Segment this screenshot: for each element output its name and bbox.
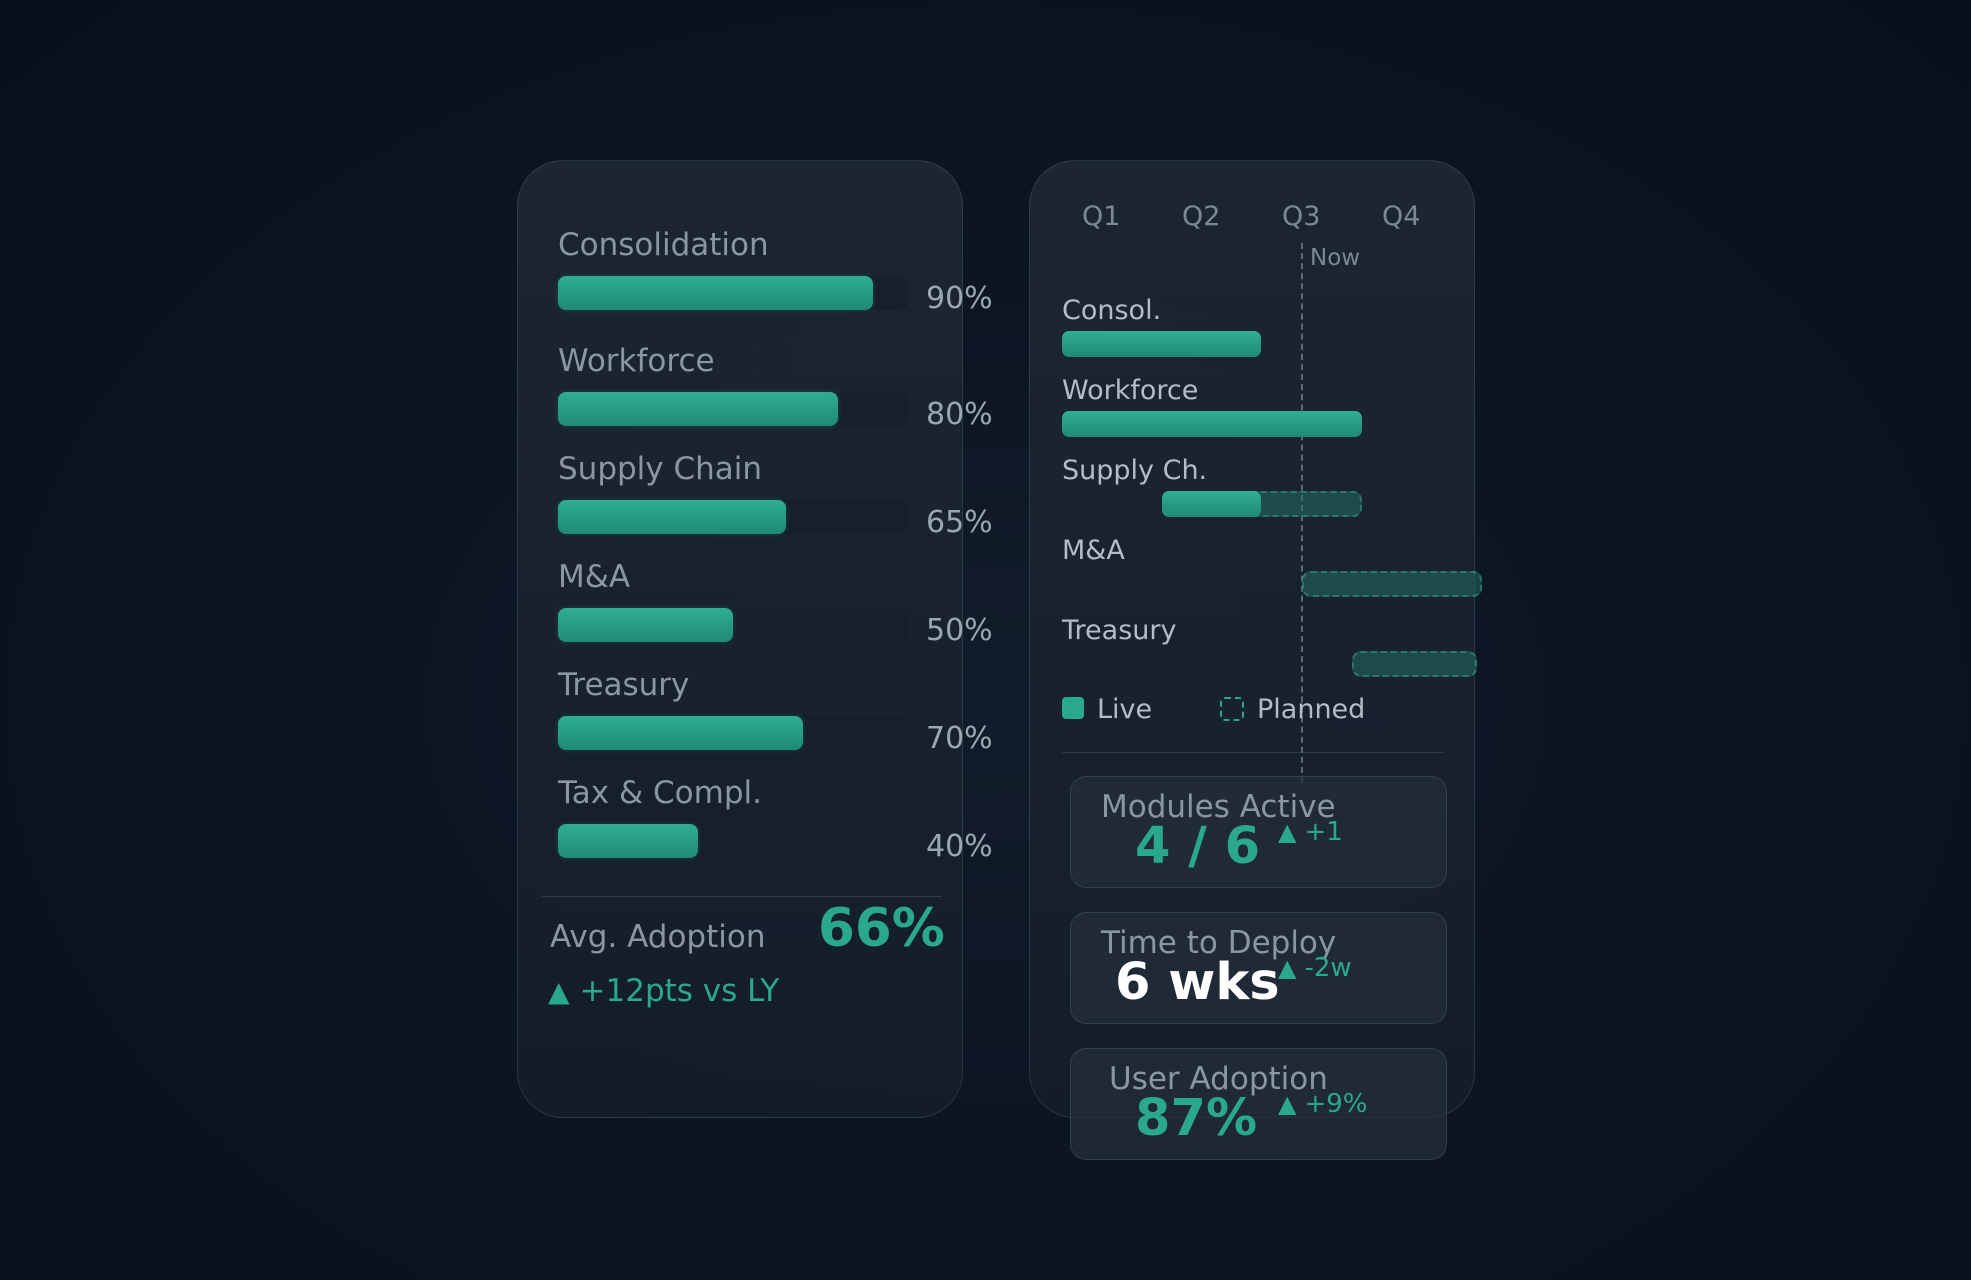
kpi-title: User Adoption [1109, 1061, 1328, 1097]
adoption-trend-text: +12pts vs LY [579, 973, 780, 1009]
roadmap-panel: Q1 Q2 Q3 Q4 Now Consol. Workforce Supply Ch. M… [1029, 160, 1482, 1160]
quarter-label: Q3 [1282, 201, 1321, 232]
kpi-delta-text: +9% [1304, 1089, 1368, 1119]
adoption-bar-fill [558, 392, 838, 426]
up-triangle-icon: ▲ [1278, 1090, 1297, 1118]
up-triangle-icon: ▲ [1278, 818, 1297, 846]
adoption-bar-track [558, 608, 908, 642]
module-label: Treasury [558, 667, 690, 703]
roadmap-row-label: Treasury [1062, 615, 1177, 646]
roadmap-row-label: M&A [1062, 535, 1125, 566]
kpi-user-adoption: User Adoption 87% ▲ +9% [1070, 1048, 1447, 1160]
adoption-bar-track [558, 276, 908, 310]
adoption-bar-track [558, 392, 908, 426]
roadmap-row-label: Consol. [1062, 295, 1162, 326]
legend-live-swatch [1062, 697, 1084, 719]
avg-adoption-value: 66% [818, 898, 945, 959]
legend-planned-label: Planned [1257, 694, 1366, 725]
adoption-bar-fill [558, 608, 733, 642]
kpi-delta: ▲ +1 [1278, 817, 1343, 847]
roadmap-live-bar [1062, 331, 1261, 357]
kpi-value: 87% [1135, 1089, 1258, 1148]
kpi-title: Modules Active [1101, 789, 1336, 825]
up-triangle-icon: ▲ [548, 975, 570, 1008]
adoption-percent: 90% [926, 281, 993, 316]
quarter-label: Q1 [1082, 201, 1121, 232]
adoption-bar-fill [558, 824, 698, 858]
roadmap-planned-bar [1352, 651, 1477, 677]
module-label: Supply Chain [558, 451, 763, 487]
adoption-bar-fill [558, 276, 873, 310]
roadmap-row-label: Supply Ch. [1062, 455, 1208, 486]
module-label: Workforce [558, 343, 715, 379]
kpi-delta-text: -2w [1304, 953, 1352, 983]
kpi-modules-active: Modules Active 4 / 6 ▲ +1 [1070, 776, 1447, 888]
up-triangle-icon: ▲ [1278, 954, 1297, 982]
adoption-panel: Consolidation 90% Workforce 80% Supply Chain… [517, 160, 993, 1118]
quarter-label: Q4 [1382, 201, 1421, 232]
module-label: M&A [558, 559, 631, 595]
adoption-percent: 40% [926, 829, 993, 864]
roadmap-divider [1062, 752, 1444, 753]
legend-planned-swatch [1220, 697, 1244, 721]
quarter-label: Q2 [1182, 201, 1221, 232]
module-label: Consolidation [558, 227, 769, 263]
adoption-percent: 65% [926, 505, 993, 540]
kpi-delta: ▲ +9% [1278, 1089, 1368, 1119]
kpi-title: Time to Deploy [1101, 925, 1337, 961]
adoption-bar-fill [558, 500, 786, 534]
adoption-bar-track [558, 824, 908, 858]
adoption-percent: 50% [926, 613, 993, 648]
roadmap-live-bar [1162, 491, 1261, 517]
adoption-percent: 70% [926, 721, 993, 756]
module-label: Tax & Compl. [558, 775, 762, 811]
adoption-percent: 80% [926, 397, 993, 432]
roadmap-row-label: Workforce [1062, 375, 1199, 406]
adoption-bar-track [558, 716, 908, 750]
kpi-value: 6 wks [1115, 953, 1280, 1012]
avg-adoption-label: Avg. Adoption [550, 919, 766, 955]
kpi-time-to-deploy: Time to Deploy 6 wks ▲ -2w [1070, 912, 1447, 1024]
adoption-bar-track [558, 500, 908, 534]
kpi-value: 4 / 6 [1135, 817, 1261, 876]
roadmap-planned-bar [1302, 571, 1482, 597]
kpi-delta-text: +1 [1304, 817, 1343, 847]
legend-live-label: Live [1097, 694, 1153, 725]
adoption-bar-fill [558, 716, 803, 750]
now-marker-label: Now [1310, 245, 1361, 271]
adoption-trend: ▲ +12pts vs LY [548, 973, 779, 1009]
kpi-delta: ▲ -2w [1278, 953, 1352, 983]
roadmap-live-bar [1062, 411, 1362, 437]
adoption-divider [542, 896, 942, 897]
